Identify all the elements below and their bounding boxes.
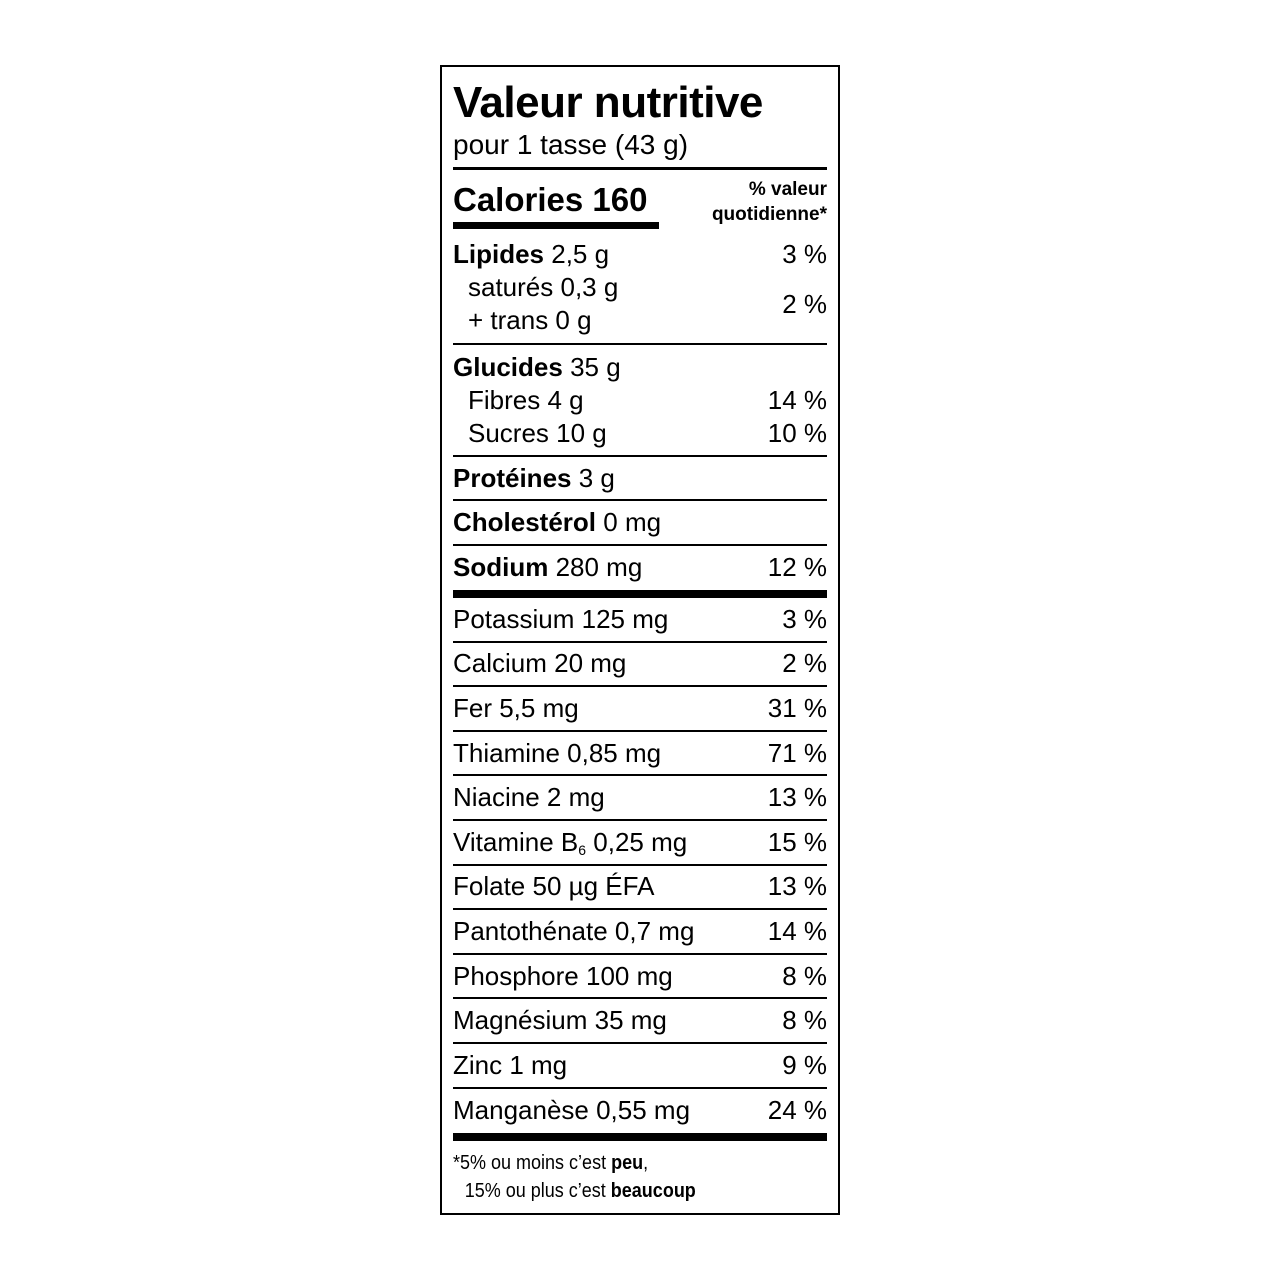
- nutrient-pct: 31 %: [767, 692, 827, 723]
- sodium-row: Sodium 280 mg 12 %: [453, 546, 827, 590]
- nutrient-label: Manganèse 0,55 mg: [453, 1095, 691, 1126]
- calories: Calories 160: [453, 181, 648, 218]
- nutrient-pct: 3 %: [782, 603, 827, 634]
- footnote-bold: beaucoup: [610, 1180, 696, 1203]
- label-title: Valeur nutritive: [453, 78, 763, 127]
- nutrient-pct: 14 %: [767, 915, 827, 946]
- nutrient-row: Zinc 1 mg 9 %: [453, 1044, 827, 1089]
- nutrient-row: Magnésium 35 mg 8 %: [453, 999, 827, 1044]
- footnote-text: *5% ou moins c’est: [453, 1152, 612, 1175]
- nutrient-pct: 12 %: [767, 552, 827, 582]
- nutrient-row: Vitamine B6 0,25 mg 15 %: [453, 821, 827, 866]
- footnote: *5% ou moins c’est peu, 15% ou plus c’es…: [453, 1149, 790, 1205]
- nutrient-row: Fer 5,5 mg 31 %: [453, 687, 827, 732]
- cholesterol-row: Cholestérol 0 mg: [453, 501, 827, 546]
- nutrient-pct: 2 %: [782, 648, 827, 679]
- nutrition-facts-label: Valeur nutritive pour 1 tasse (43 g) Cal…: [440, 65, 840, 1215]
- nutrient-label: Vitamine B6 0,25 mg: [453, 826, 688, 858]
- nutrient-name: Glucides: [453, 352, 563, 382]
- nutrient-label: Pantothénate 0,7 mg: [453, 915, 695, 946]
- nutrient-pct: 3 %: [782, 239, 827, 269]
- nutrient-row: Folate 50 µg ÉFA 13 %: [453, 866, 827, 911]
- nutrient-pct: 71 %: [767, 737, 827, 768]
- nutrient-pct: 15 %: [767, 826, 827, 857]
- nutrient-amount: 280 mg: [555, 552, 643, 582]
- footnote-bold: peu: [611, 1152, 644, 1175]
- nutrient-row: Phosphore 100 mg 8 %: [453, 955, 827, 1000]
- nutrient-name: Cholestérol: [453, 507, 597, 537]
- footnote-text: 15% ou plus c’est: [464, 1180, 611, 1203]
- fibre: Fibres 4 g: [468, 385, 584, 415]
- nutrient-pct: 24 %: [767, 1095, 827, 1126]
- trans-fat: + trans 0 g: [468, 305, 592, 335]
- nutrient-label: Potassium 125 mg: [453, 603, 669, 634]
- fibre-pct: 14 %: [767, 385, 827, 415]
- nutrient-label: Zinc 1 mg: [453, 1049, 568, 1080]
- serving-size: pour 1 tasse (43 g): [453, 129, 689, 160]
- nutrient-label: Phosphore 100 mg: [453, 960, 673, 991]
- nutrient-label: Fer 5,5 mg: [453, 692, 579, 723]
- nutrient-name: Lipides: [453, 239, 545, 269]
- nutrient-pct: 8 %: [782, 960, 827, 991]
- divider: [453, 167, 827, 170]
- carbs-section: Glucides 35 g Fibres 4 g 14 % Sucres 10 g…: [453, 345, 827, 457]
- nutrient-label: Folate 50 µg ÉFA: [453, 871, 655, 902]
- nutrient-amount: 35 g: [570, 352, 621, 382]
- dv-header-line2: quotidienne*: [711, 204, 827, 225]
- fat-section: Lipides 2,5 g 3 % saturés 0,3 g + trans 0…: [453, 238, 827, 345]
- nutrient-pct: 13 %: [767, 782, 827, 813]
- nutrient-row: Niacine 2 mg 13 %: [453, 776, 827, 821]
- saturated-fat: saturés 0,3 g: [468, 272, 619, 302]
- nutrient-amount: 2,5 g: [551, 239, 610, 269]
- nutrient-name: Sodium: [453, 552, 549, 582]
- nutrient-row: Potassium 125 mg 3 %: [453, 598, 827, 643]
- nutrient-label: Magnésium 35 mg: [453, 1005, 667, 1036]
- nutrient-amount: 3 g: [578, 463, 615, 493]
- nutrient-label: Niacine 2 mg: [453, 782, 605, 813]
- nutrient-amount: 0 mg: [603, 507, 662, 537]
- sugars: Sucres 10 g: [468, 418, 607, 448]
- daily-value-header: % valeur quotidienne*: [712, 177, 827, 227]
- sugars-pct: 10 %: [767, 418, 827, 448]
- dv-header-line1: % valeur: [748, 179, 827, 200]
- nutrient-row: Calcium 20 mg 2 %: [453, 643, 827, 688]
- nutrient-label: Thiamine 0,85 mg: [453, 737, 662, 768]
- thick-divider: [453, 590, 827, 598]
- nutrient-label: Calcium 20 mg: [453, 648, 627, 679]
- nutrient-pct: 8 %: [782, 1005, 827, 1036]
- nutrient-row: Pantothénate 0,7 mg 14 %: [453, 910, 827, 955]
- micronutrient-list: Potassium 125 mg 3 % Calcium 20 mg 2 % Fer 5…: [453, 598, 827, 1133]
- sat-trans-pct: 2 %: [782, 288, 827, 319]
- protein-row: Protéines 3 g: [453, 457, 827, 501]
- footnote-text: ,: [643, 1152, 649, 1175]
- nutrient-row: Thiamine 0,85 mg 71 %: [453, 732, 827, 777]
- nutrient-pct: 13 %: [767, 871, 827, 902]
- thick-divider: [453, 1133, 827, 1142]
- calories-section: Calories 160 % valeur quotidienne*: [453, 170, 827, 238]
- nutrient-name: Protéines: [453, 463, 572, 493]
- nutrient-pct: 9 %: [782, 1049, 827, 1080]
- calories-underline: [453, 222, 659, 229]
- nutrient-row: Manganèse 0,55 mg 24 %: [453, 1089, 827, 1134]
